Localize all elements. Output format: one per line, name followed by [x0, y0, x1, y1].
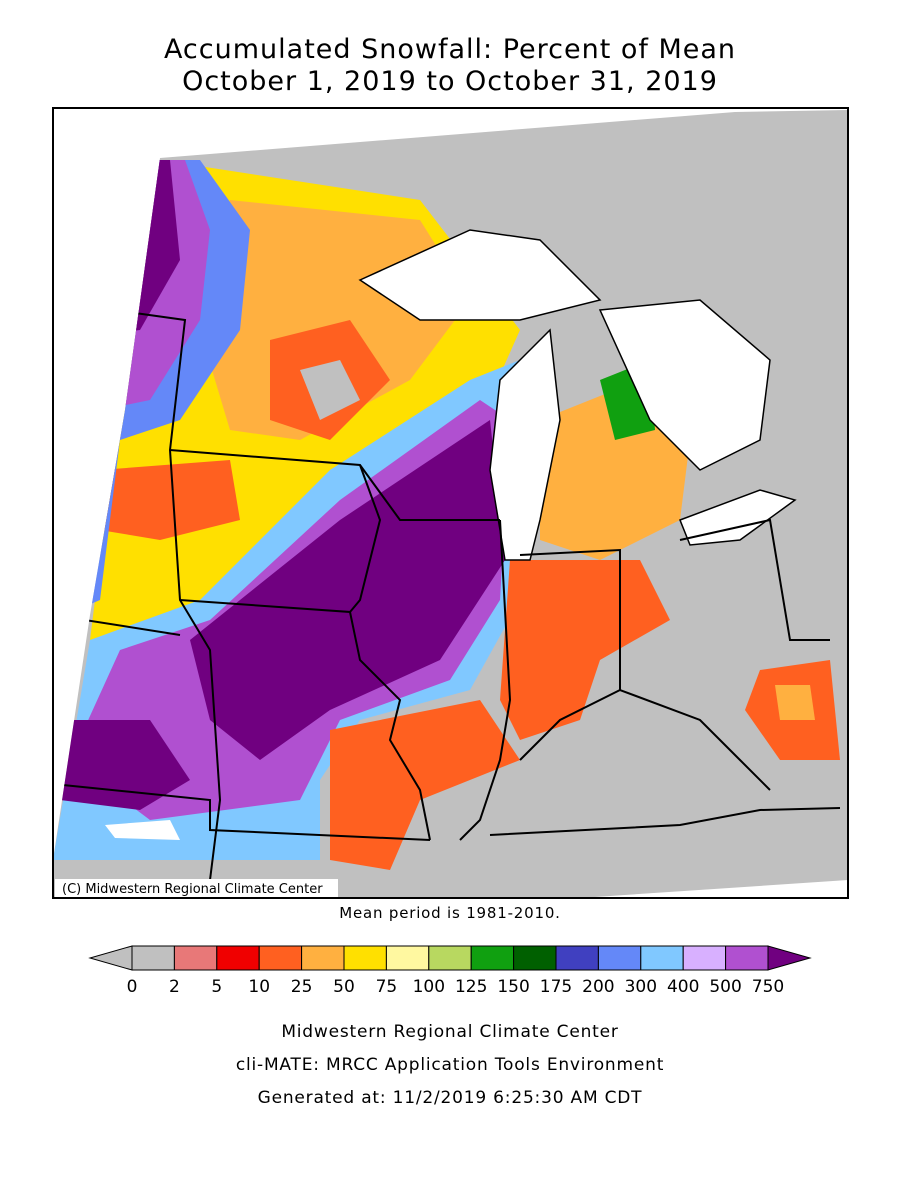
colorbar-label: 125 [455, 977, 487, 997]
colorbar-bin [131, 945, 175, 971]
colorbar-label: 100 [413, 977, 445, 997]
colorbar-bin [258, 945, 303, 971]
colorbar-bin [725, 945, 769, 971]
title-line1: Accumulated Snowfall: Percent of Mean [164, 34, 736, 65]
colorbar-arrow-low [88, 945, 133, 971]
colorbar-label: 175 [540, 977, 572, 997]
footer-line1: Midwestern Regional Climate Center [281, 1022, 618, 1042]
colorbar-label: 25 [291, 977, 313, 997]
copyright: (C) Midwestern Regional Climate Center [62, 882, 323, 897]
colorbar-label: 200 [582, 977, 614, 997]
copyright-box [55, 879, 338, 897]
colorbar-bin [682, 945, 727, 971]
colorbar-label: 5 [211, 977, 222, 997]
mean-period: Mean period is 1981-2010. [339, 904, 560, 922]
colorbar-bin [301, 945, 345, 971]
colorbar-bin [597, 945, 642, 971]
colorbar-bin [470, 945, 515, 971]
colorbar: 0 2 5 10 25 50 75 100 125 150 175 200 300 400 500 750 [88, 945, 812, 997]
colorbar-bin [555, 945, 599, 971]
colorbar-label: 0 [127, 977, 138, 997]
snowfall-map [53, 110, 848, 898]
colorbar-label: 10 [248, 977, 270, 997]
colorbar-bin [216, 945, 260, 971]
colorbar-label: 2 [169, 977, 180, 997]
footer-line2: cli-MATE: MRCC Application Tools Environ… [236, 1055, 664, 1075]
colorbar-bin [513, 945, 557, 971]
colorbar-label: 750 [752, 977, 784, 997]
title-line2: October 1, 2019 to October 31, 2019 [182, 66, 718, 97]
colorbar-label: 400 [667, 977, 699, 997]
colorbar-label: 50 [333, 977, 355, 997]
colorbar-label: 300 [625, 977, 657, 997]
footer-line3: Generated at: 11/2/2019 6:25:30 AM CDT [258, 1088, 643, 1108]
colorbar-bin [173, 945, 218, 971]
colorbar-bin [428, 945, 472, 971]
colorbar-label: 75 [376, 977, 398, 997]
colorbar-bin [343, 945, 387, 971]
colorbar-label: 500 [709, 977, 741, 997]
colorbar-bin [385, 945, 430, 971]
colorbar-label: 150 [497, 977, 529, 997]
map-frame [52, 107, 849, 899]
colorbar-arrow-high [767, 945, 812, 971]
colorbar-bin [640, 945, 684, 971]
